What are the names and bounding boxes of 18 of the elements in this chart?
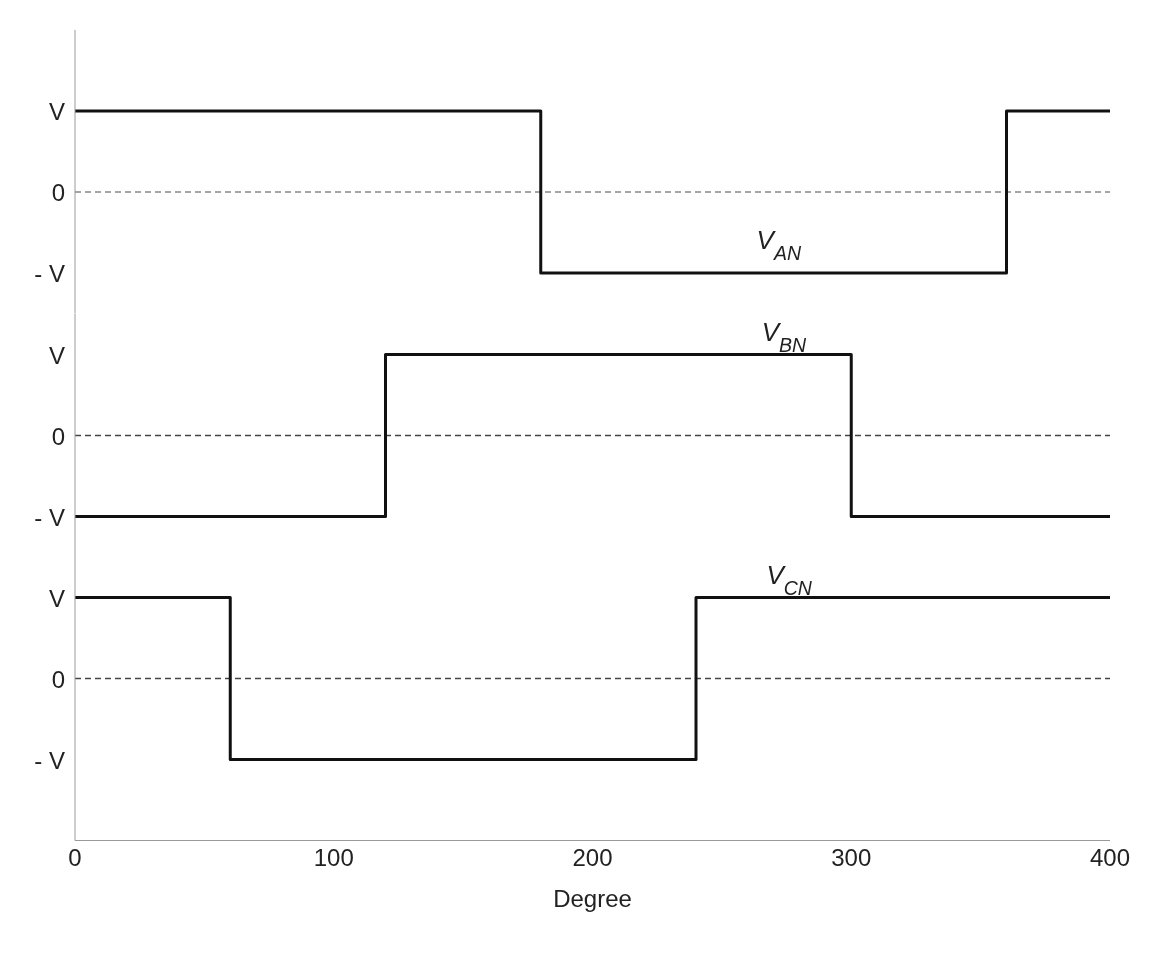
x-tick-label: 100 (313, 843, 354, 871)
annotation: V$_{AN}$ (756, 225, 802, 264)
x-tick-label: 400 (1089, 843, 1131, 871)
annotation: V$_{CN}$ (766, 559, 813, 598)
x-axis-title: Degree (553, 884, 632, 911)
text: 0 (51, 665, 65, 692)
x-tick-label: 300 (831, 843, 872, 871)
text: V (48, 584, 65, 611)
x-tick-label: 200 (572, 843, 613, 871)
x-tick-label: 0 (68, 843, 82, 871)
annotation: V$_{BN}$ (761, 316, 808, 355)
text: - V (34, 746, 65, 773)
text: 0 (51, 422, 65, 449)
text: - V (34, 260, 65, 287)
text: 0 (51, 179, 65, 206)
text: - V (34, 503, 65, 530)
text: V (48, 98, 65, 125)
text: V (48, 341, 65, 368)
